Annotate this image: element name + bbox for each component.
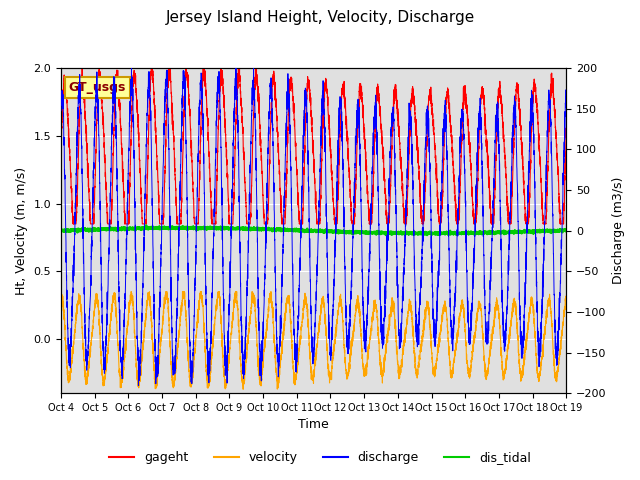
Legend: gageht, velocity, discharge, dis_tidal: gageht, velocity, discharge, dis_tidal (104, 446, 536, 469)
Y-axis label: Discharge (m3/s): Discharge (m3/s) (612, 177, 625, 284)
X-axis label: Time: Time (298, 419, 329, 432)
Text: Jersey Island Height, Velocity, Discharge: Jersey Island Height, Velocity, Discharg… (165, 10, 475, 24)
Text: GT_usgs: GT_usgs (68, 81, 126, 94)
Y-axis label: Ht, Velocity (m, m/s): Ht, Velocity (m, m/s) (15, 167, 28, 295)
